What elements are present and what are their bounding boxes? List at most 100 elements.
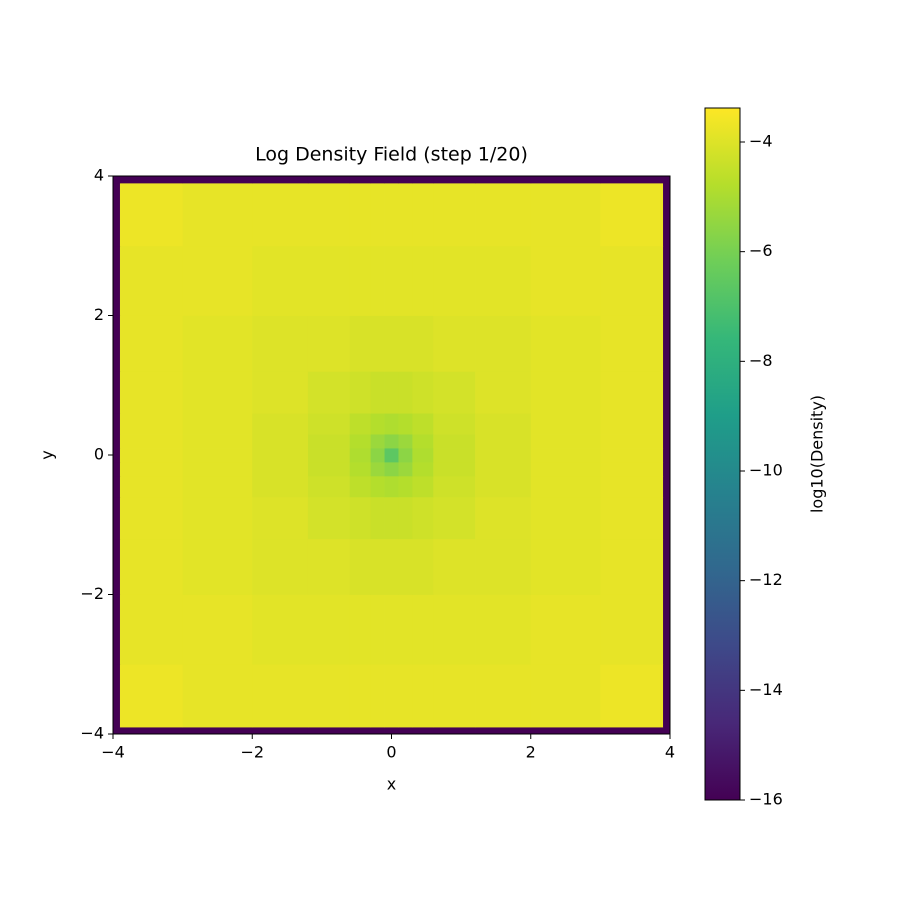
heatmap-cell [384, 371, 399, 414]
heatmap-cell [433, 434, 476, 449]
heatmap-cell [113, 315, 121, 372]
heatmap-cell [475, 315, 532, 372]
heatmap-cell [475, 413, 532, 435]
heatmap-cell [412, 371, 434, 414]
x-tick-label: −4 [101, 743, 125, 762]
heatmap-cell [307, 496, 351, 540]
heatmap-cell [113, 664, 121, 728]
heatmap-cell [600, 182, 664, 247]
heatmap-cell [307, 245, 351, 316]
heatmap-cell [252, 315, 309, 372]
chart-title: Log Density Field (step 1/20) [255, 144, 528, 166]
heatmap-cell [398, 594, 413, 665]
heatmap-cell [475, 461, 532, 477]
heatmap-cell [370, 245, 385, 316]
heatmap-cell [252, 448, 309, 463]
heatmap-cell [398, 664, 413, 728]
heatmap-cell [530, 448, 601, 463]
colorbar-tick-label: −4 [749, 131, 773, 150]
heatmap-cell [433, 727, 476, 735]
heatmap-cell [113, 413, 121, 435]
heatmap-cell [252, 496, 309, 540]
heatmap-cell [182, 245, 253, 316]
heatmap-cell [384, 664, 399, 728]
heatmap-cell [349, 448, 372, 463]
heatmap-cell [433, 664, 476, 728]
heatmap-cell [119, 594, 184, 665]
heatmap-cell [252, 176, 309, 184]
heatmap-cell [370, 176, 385, 184]
heatmap-cell [252, 371, 309, 414]
heatmap-cell [113, 448, 121, 463]
heatmap-cell [663, 176, 671, 184]
heatmap-cell [663, 475, 671, 498]
heatmap-cell [307, 448, 351, 463]
heatmap-cell [530, 245, 601, 316]
heatmap-cell [530, 496, 601, 540]
heatmap-cell [600, 475, 664, 498]
heatmap-cell [252, 434, 309, 449]
y-axis-label: y [38, 450, 57, 459]
heatmap-cell [384, 496, 399, 540]
y-tick-label: 0 [94, 445, 104, 464]
heatmap-cell [398, 727, 413, 735]
heatmap-cell [398, 496, 413, 540]
heatmap-cell [433, 448, 476, 463]
heatmap-cell [252, 594, 309, 665]
heatmap-cell [530, 434, 601, 449]
colorbar-tick-label: −8 [749, 351, 773, 370]
heatmap-cell [433, 413, 476, 435]
heatmap-cell [384, 315, 399, 372]
heatmap-cell [412, 315, 434, 372]
heatmap-cell [663, 182, 671, 247]
heatmap-cell [113, 176, 121, 184]
heatmap-cell [384, 461, 399, 477]
heatmap-cell [113, 245, 121, 316]
heatmap-cell [113, 371, 121, 414]
x-tick-label: 0 [386, 743, 396, 762]
heatmap-cell [600, 461, 664, 477]
heatmap-cell [475, 448, 532, 463]
heatmap-cell [412, 434, 434, 449]
heatmap-cell [663, 371, 671, 414]
heatmap-cell [182, 538, 253, 595]
heatmap-cell [182, 727, 253, 735]
heatmap-cell [530, 413, 601, 435]
heatmap-cell [307, 538, 351, 595]
heatmap-cell [384, 182, 399, 247]
y-tick-label: 2 [94, 305, 104, 324]
colorbar-label: log10(Density) [808, 395, 827, 513]
heatmap-cell [530, 475, 601, 498]
colorbar-tick-label: −16 [749, 790, 783, 809]
heatmap-cell [307, 176, 351, 184]
heatmap-cell [182, 664, 253, 728]
heatmap-cell [398, 434, 413, 449]
heatmap-cell [412, 176, 434, 184]
heatmap-cell [412, 594, 434, 665]
heatmap-cell [398, 475, 413, 498]
heatmap-cell [307, 182, 351, 247]
heatmap-cell [398, 182, 413, 247]
heatmap-cell [475, 727, 532, 735]
heatmap-cell [119, 448, 184, 463]
heatmap-cell [398, 176, 413, 184]
heatmap-cell [475, 594, 532, 665]
colorbar-tick-label: −12 [749, 570, 783, 589]
heatmap-cell [252, 475, 309, 498]
heatmap-cell [349, 461, 372, 477]
colorbar-tick-label: −14 [749, 680, 783, 699]
heatmap-cell [600, 176, 664, 184]
heatmap-cell [119, 413, 184, 435]
heatmap-cell [384, 727, 399, 735]
heatmap-cell [370, 727, 385, 735]
heatmap-cell [412, 448, 434, 463]
heatmap-cell [119, 315, 184, 372]
heatmap-cell [433, 594, 476, 665]
heatmap-cell [398, 538, 413, 595]
heatmap-cell [349, 371, 372, 414]
heatmap-cell [433, 538, 476, 595]
heatmap-cell [182, 475, 253, 498]
heatmap-cell [412, 538, 434, 595]
heatmap-cell [307, 371, 351, 414]
heatmap-cell [349, 664, 372, 728]
